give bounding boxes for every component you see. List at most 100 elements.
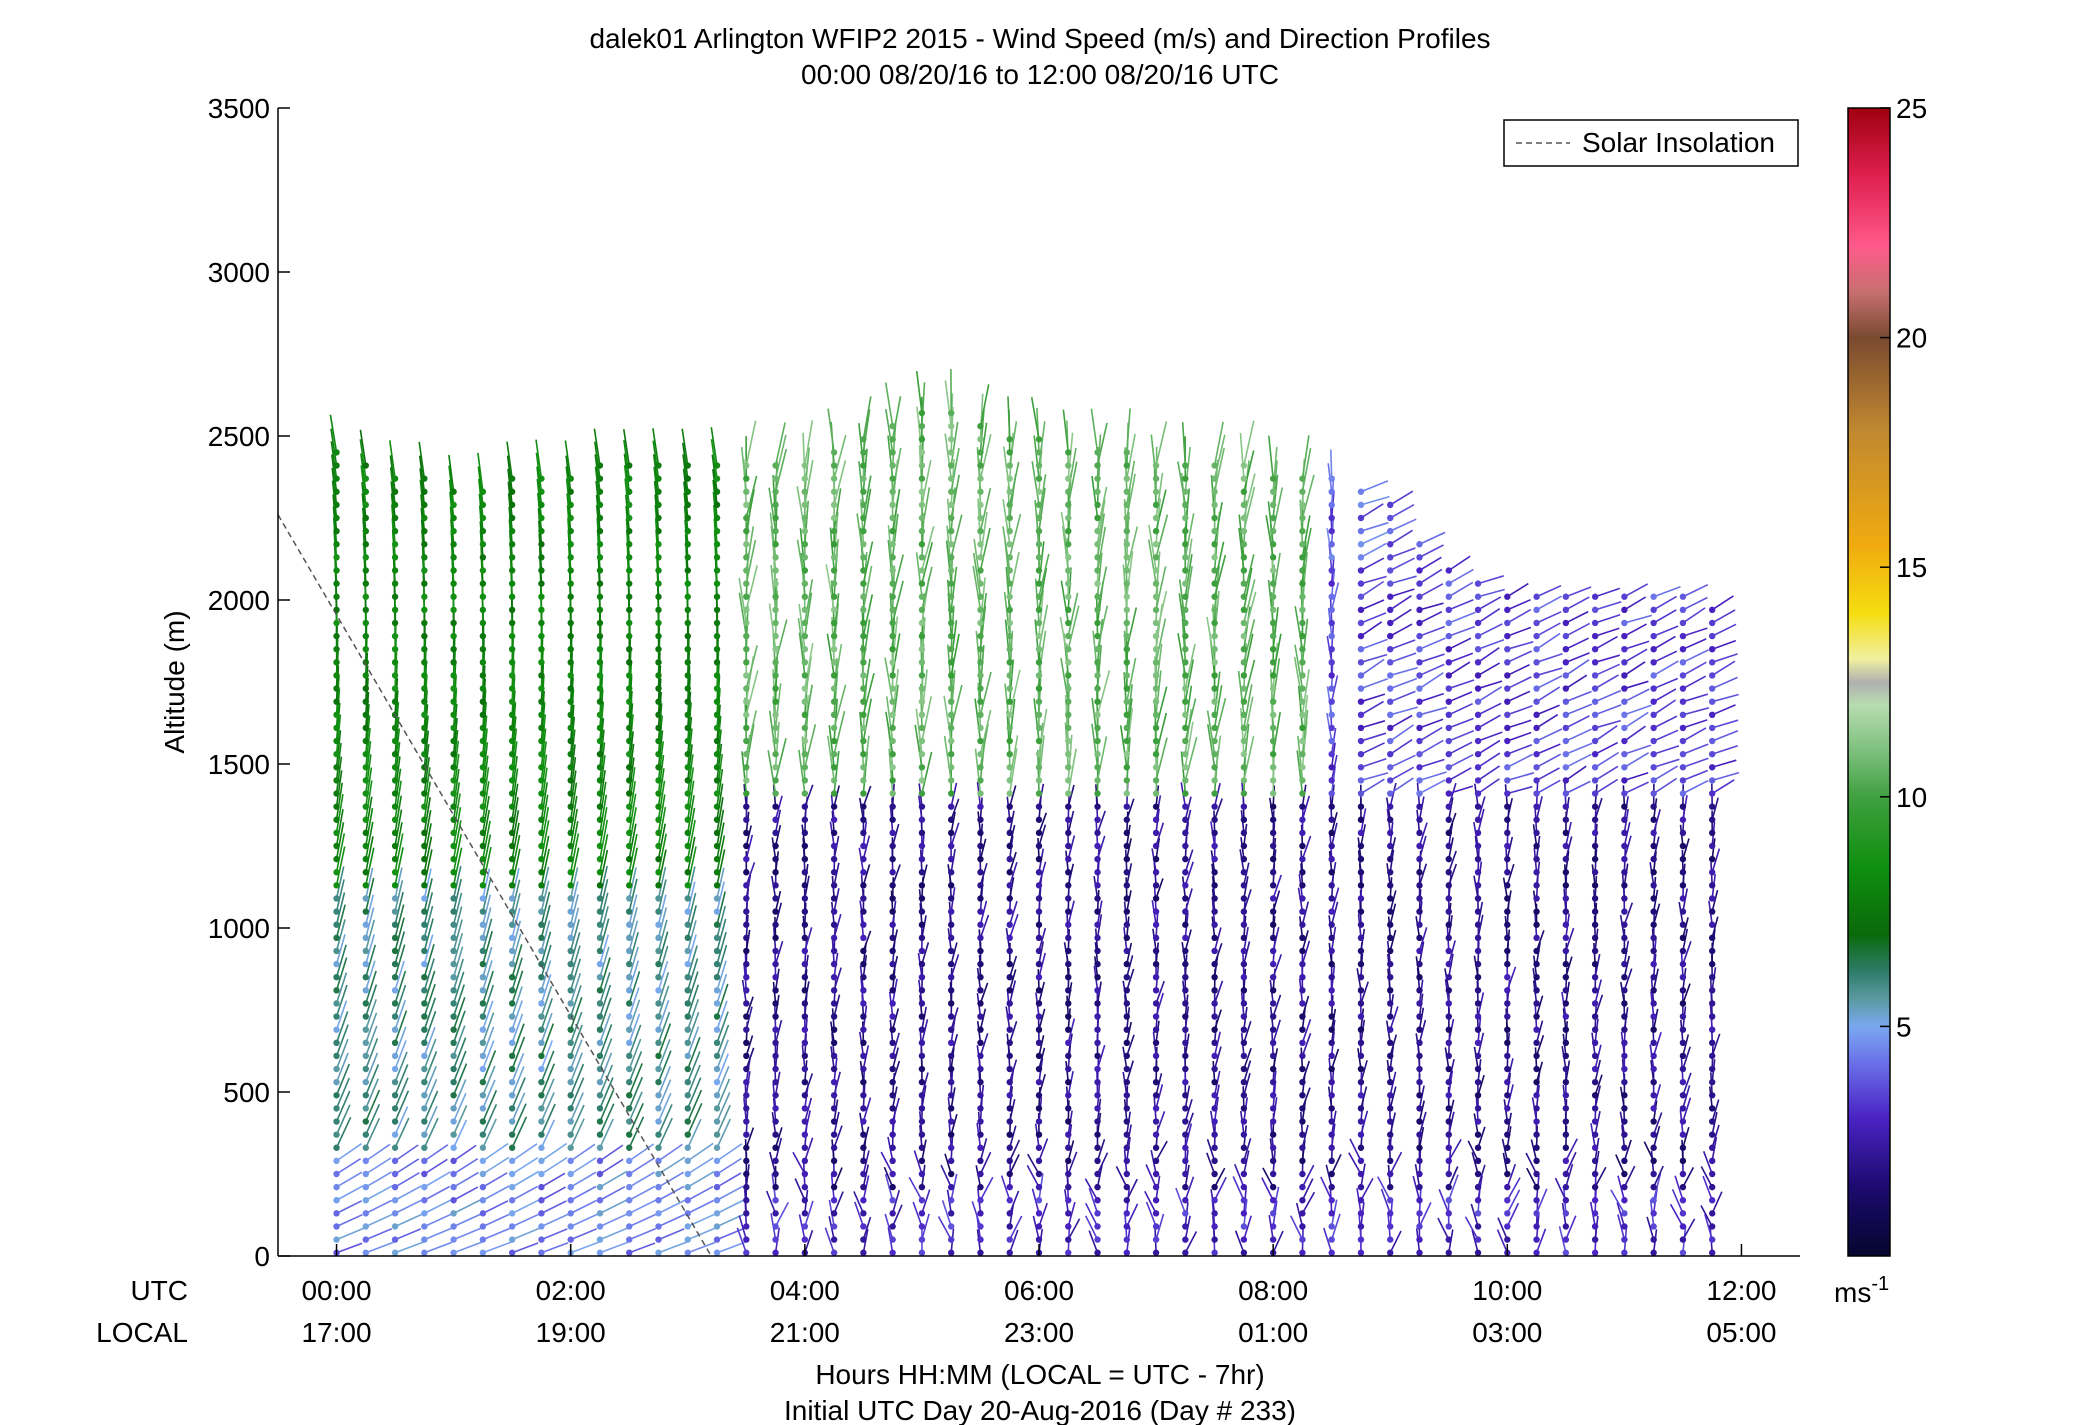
wind-barb-point [918,974,926,981]
wind-barb-shaft [1471,1152,1479,1175]
wind-barb-point [830,567,838,574]
wind-barb-point [333,646,340,653]
wind-barb-point [1035,527,1043,535]
wind-barb-shaft [511,783,519,820]
wind-barb-shaft [599,755,606,794]
wind-barb-shaft [774,619,788,663]
wind-barb-shaft [1272,633,1282,676]
wind-barb-shaft [569,1011,583,1044]
wind-barb-shaft [623,465,631,505]
wind-barb-point [1474,934,1482,942]
wind-barb-shaft [541,1200,567,1215]
wind-barb-point [772,947,779,955]
wind-barb-point [977,750,984,758]
wind-barb-shaft [569,689,575,728]
wind-barb-point [450,934,457,942]
wind-barb-shaft [1438,1189,1450,1214]
wind-barb-point [538,685,545,692]
wind-barb-shaft [511,822,520,860]
wind-barb-point [1152,960,1160,968]
wind-barb-point [626,960,633,968]
wind-barb-point [1328,1197,1335,1204]
wind-barb-shaft [1467,1140,1479,1162]
wind-barb-point [1094,685,1101,692]
wind-barb-shaft [331,467,338,505]
wind-barb-shaft [937,1216,952,1240]
wind-barb-shaft [1008,955,1018,978]
wind-barb-point [1357,698,1365,705]
wind-barb-shaft [511,1227,542,1241]
wind-barb-point [1211,1105,1218,1112]
wind-barb-point [1416,1249,1423,1256]
wind-barb-shaft [1210,475,1216,519]
wind-barb-shaft [1389,690,1416,703]
wind-barb-point [626,803,633,810]
wind-barb-shaft [1389,639,1416,650]
wind-barb-point [947,449,955,456]
wind-barb-point [1299,869,1306,876]
wind-barb-shaft [1206,1138,1216,1162]
wind-barb-point [1387,1223,1394,1230]
wind-barb-shaft [394,1144,419,1162]
wind-barb-point [1269,1170,1277,1178]
wind-barb-shaft [891,447,902,492]
wind-barb-shaft [1067,605,1080,650]
wind-barb-shaft [365,867,374,899]
wind-barb-point [1123,672,1131,679]
wind-barb-shaft [943,695,952,742]
wind-barb-point [743,501,750,509]
wind-barb-shaft [798,603,806,650]
wind-barb-point [391,672,399,679]
wind-barb-point [567,1118,574,1125]
wind-barb-shaft [1096,1152,1109,1175]
wind-barb-shaft [1272,994,1282,1017]
wind-barb-point [333,842,340,850]
wind-barb-shaft [687,1102,703,1135]
wind-barb-point [333,527,340,535]
wind-barb-shaft [1349,1138,1362,1162]
wind-barb-point [1504,960,1511,968]
wind-barb-point [1474,803,1482,810]
wind-barb-shaft [1418,822,1428,847]
wind-barb-point [655,659,662,666]
wind-barb-shaft [979,838,987,860]
wind-barb-point [567,554,574,561]
wind-barb-point [655,908,662,915]
wind-barb-point [684,1000,691,1007]
wind-barb-point [918,711,926,718]
wind-barb-shaft [1067,432,1074,479]
wind-barb-point [362,803,370,810]
wind-barb-point [977,764,984,771]
wind-barb-point [450,737,457,745]
wind-barb-point [1035,1210,1043,1217]
wind-barb-shaft [394,822,403,860]
wind-barb-point [1299,1249,1306,1256]
wind-barb-point [1065,1105,1072,1112]
wind-barb-shaft [1419,771,1447,782]
wind-barb-point [1299,790,1306,797]
wind-barb-point [538,1013,545,1020]
wind-barb-shaft [657,1104,673,1135]
wind-barb-shaft [452,1104,468,1135]
wind-barb-point [1211,974,1218,981]
wind-barb-shaft [1448,555,1471,572]
wind-barb-shaft [1471,1229,1479,1253]
wind-barb-point [1504,659,1511,666]
wind-barb-point [596,1157,604,1165]
wind-barb-shaft [482,960,493,991]
wind-barb-shaft [1389,557,1415,572]
wind-barb-point [596,514,604,522]
wind-barb-shaft [535,452,543,492]
wind-barb-point [801,1236,809,1243]
wind-barb-point [1504,921,1511,928]
wind-barb-shaft [682,468,689,505]
wind-barb-point [333,580,340,587]
wind-barb-point [1152,646,1160,653]
wind-barb-point [918,1144,926,1151]
wind-barb-point [1152,1078,1160,1086]
wind-barb-point [713,1065,721,1073]
wind-barb-point [1211,659,1218,666]
wind-barb-point [772,974,779,981]
wind-barb-point [684,1026,691,1033]
wind-barb-point [479,1197,487,1204]
